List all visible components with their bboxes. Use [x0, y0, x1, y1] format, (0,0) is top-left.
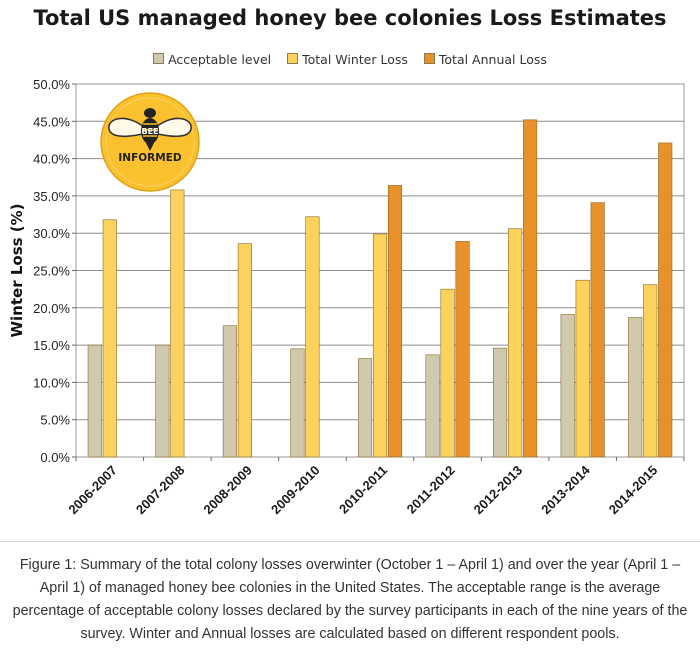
x-tick-label: 2013-2014 — [538, 462, 593, 517]
y-tick-label: 45.0% — [33, 114, 70, 129]
bar-acceptable — [560, 314, 575, 458]
figure-caption-panel: Figure 1: Summary of the total colony lo… — [0, 541, 700, 658]
bar-winter — [508, 228, 523, 458]
bar-winter — [305, 216, 320, 458]
bar-winter — [440, 288, 455, 458]
legend-item-acceptable: Acceptable level — [153, 52, 271, 67]
figure-caption: Figure 1: Summary of the total colony lo… — [12, 557, 688, 642]
legend-label-annual: Total Annual Loss — [438, 52, 547, 67]
bar-winter — [170, 189, 185, 458]
bar-acceptable — [87, 344, 102, 458]
bar-acceptable — [222, 325, 237, 458]
legend-item-annual: Total Annual Loss — [423, 52, 547, 67]
x-tick-label: 2006-2007 — [65, 463, 120, 518]
bar-acceptable — [155, 344, 170, 458]
logo-text-informed: INFORMED — [118, 152, 181, 164]
bee-informed-logo: BEE INFORMED — [100, 92, 200, 192]
chart-plot: 0.0% 5.0% 10.0% 15.0% 20.0% 25.0% 30.0% 35.0% 40… — [8, 77, 685, 518]
bar-annual — [590, 202, 605, 458]
legend-swatch-acceptable — [153, 53, 165, 64]
legend-label-acceptable: Acceptable level — [168, 52, 272, 67]
bar-winter — [372, 233, 388, 458]
x-tick-label: 2012-2013 — [471, 463, 526, 518]
legend-swatch-annual — [423, 53, 435, 64]
y-tick-label: 50.0% — [33, 77, 70, 92]
bar-acceptable — [425, 354, 440, 458]
y-tick-label: 10.0% — [33, 375, 70, 390]
y-tick-label: 5.0% — [40, 413, 70, 428]
y-tick-label: 40.0% — [33, 152, 70, 167]
bar-annual — [387, 185, 403, 458]
chart-container: Total US managed honey bee colonies Loss… — [0, 6, 700, 518]
legend-swatch-winter — [287, 53, 299, 64]
logo-text-bee: BEE — [141, 127, 158, 136]
x-tick-label: 2014-2015 — [606, 463, 661, 518]
y-tick-label: 15.0% — [33, 338, 70, 353]
x-tick-label: 2011-2012 — [404, 463, 458, 517]
bar-winter — [643, 284, 658, 458]
bar-acceptable — [357, 358, 373, 458]
legend-label-winter: Total Winter Loss — [302, 52, 408, 67]
x-tick-label: 2008-2009 — [200, 463, 255, 518]
chart-title: Total US managed honey bee colonies Loss… — [33, 6, 667, 30]
bar-annual — [455, 241, 470, 458]
bar-annual — [658, 142, 673, 458]
x-tick-label: 2010-2011 — [336, 463, 390, 517]
y-tick-label: 25.0% — [33, 264, 70, 279]
bar-acceptable — [628, 317, 643, 458]
x-tick-label: 2009-2010 — [268, 463, 323, 518]
bar-acceptable — [493, 347, 508, 458]
y-tick-label: 35.0% — [33, 189, 70, 204]
bar-winter — [237, 243, 252, 458]
legend-item-winter: Total Winter Loss — [287, 52, 408, 67]
bar-acceptable — [290, 348, 305, 458]
bar-winter — [102, 219, 117, 458]
y-axis-title: Winter Loss (%) — [8, 203, 26, 337]
bar-winter — [575, 279, 590, 458]
chart-legend: Acceptable level Total Winter Loss Total… — [0, 52, 700, 67]
x-tick-label: 2007-2008 — [133, 463, 188, 518]
y-tick-label: 30.0% — [33, 226, 70, 241]
bar-annual — [523, 119, 538, 458]
y-tick-label: 0.0% — [40, 450, 70, 465]
y-tick-label: 20.0% — [33, 301, 70, 316]
